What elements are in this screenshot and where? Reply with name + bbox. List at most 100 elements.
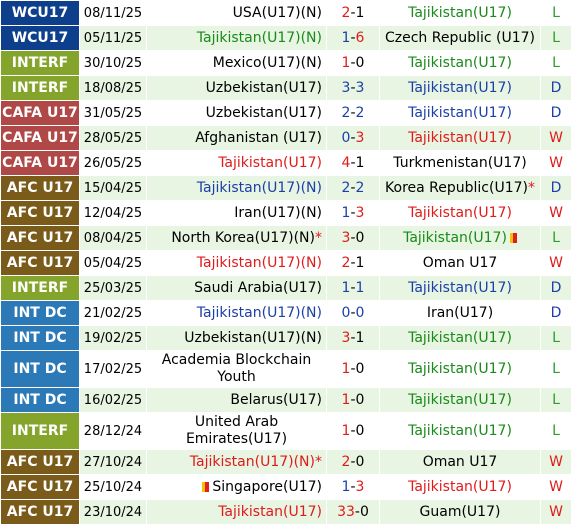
- away-team[interactable]: Tajikistan(U17): [379, 275, 541, 301]
- competition-badge[interactable]: INT DC: [0, 387, 80, 413]
- away-team[interactable]: Turkmenistan(U17): [379, 150, 541, 176]
- match-row[interactable]: INTERF 25/03/25 Saudi Arabia(U17) 1-1 Tajiki…: [0, 275, 572, 301]
- match-row[interactable]: INTERF 18/08/25 Uzbekistan(U17) 3-3 Tajikist…: [0, 75, 572, 101]
- match-score[interactable]: 33-0: [326, 499, 380, 525]
- match-row[interactable]: WCU17 08/11/25 USA(U17)(N) 2-1 Tajikistan(U1…: [0, 0, 572, 26]
- home-team[interactable]: USA(U17)(N): [146, 0, 327, 26]
- match-row[interactable]: AFC U17 15/04/25 Tajikistan(U17)(N) 2-2 Kore…: [0, 175, 572, 201]
- match-row[interactable]: CAFA U17 26/05/25 Tajikistan(U17) 4-1 Turkme…: [0, 150, 572, 176]
- match-score[interactable]: 1-3: [326, 474, 380, 500]
- home-team[interactable]: Uzbekistan(U17): [146, 75, 327, 101]
- competition-badge[interactable]: INTERF: [0, 50, 80, 76]
- match-score[interactable]: 0-0: [326, 300, 380, 326]
- away-team[interactable]: Tajikistan(U17): [379, 474, 541, 500]
- match-row[interactable]: CAFA U17 28/05/25 Afghanistan (U17) 0-3 Taji…: [0, 125, 572, 151]
- away-team[interactable]: Tajikistan(U17): [379, 325, 541, 351]
- competition-badge[interactable]: CAFA U17: [0, 125, 80, 151]
- home-team[interactable]: Tajikistan(U17): [146, 150, 327, 176]
- competition-badge[interactable]: WCU17: [0, 25, 80, 51]
- away-team[interactable]: Tajikistan(U17): [379, 125, 541, 151]
- away-team[interactable]: Tajikistan(U17): [379, 225, 541, 251]
- match-row[interactable]: INT DC 17/02/25 Academia Blockchain Youth 1…: [0, 350, 572, 388]
- match-row[interactable]: CAFA U17 31/05/25 Uzbekistan(U17) 2-2 Tajiki…: [0, 100, 572, 126]
- competition-badge[interactable]: INTERF: [0, 275, 80, 301]
- away-team[interactable]: Tajikistan(U17): [379, 412, 541, 450]
- home-team[interactable]: Tajikistan(U17)(N): [146, 25, 327, 51]
- match-row[interactable]: INT DC 21/02/25 Tajikistan(U17)(N) 0-0 Iran(…: [0, 300, 572, 326]
- match-row[interactable]: AFC U17 05/04/25 Tajikistan(U17)(N) 2-1 Oman…: [0, 250, 572, 276]
- away-team[interactable]: Iran(U17): [379, 300, 541, 326]
- competition-badge[interactable]: AFC U17: [0, 175, 80, 201]
- match-score[interactable]: 4-1: [326, 150, 380, 176]
- match-row[interactable]: WCU17 05/11/25 Tajikistan(U17)(N) 1-6 Czech …: [0, 25, 572, 51]
- competition-badge[interactable]: AFC U17: [0, 225, 80, 251]
- away-team[interactable]: Tajikistan(U17): [379, 387, 541, 413]
- competition-badge[interactable]: AFC U17: [0, 474, 80, 500]
- home-team[interactable]: North Korea(U17)(N)*: [146, 225, 327, 251]
- competition-badge[interactable]: CAFA U17: [0, 150, 80, 176]
- competition-badge[interactable]: CAFA U17: [0, 100, 80, 126]
- match-score[interactable]: 1-0: [326, 350, 380, 388]
- match-score[interactable]: 1-6: [326, 25, 380, 51]
- home-team[interactable]: Uzbekistan(U17): [146, 100, 327, 126]
- match-score[interactable]: 2-0: [326, 449, 380, 475]
- away-team[interactable]: Oman U17: [379, 250, 541, 276]
- match-score[interactable]: 1-0: [326, 387, 380, 413]
- match-score[interactable]: 2-2: [326, 100, 380, 126]
- home-team[interactable]: Tajikistan(U17)(N): [146, 300, 327, 326]
- match-row[interactable]: INT DC 16/02/25 Belarus(U17) 1-0 Tajikistan(…: [0, 387, 572, 413]
- match-score[interactable]: 0-3: [326, 125, 380, 151]
- home-team[interactable]: Mexico(U17)(N): [146, 50, 327, 76]
- home-team[interactable]: Tajikistan(U17)(N): [146, 250, 327, 276]
- away-team[interactable]: Tajikistan(U17): [379, 350, 541, 388]
- match-score[interactable]: 2-1: [326, 250, 380, 276]
- away-team[interactable]: Tajikistan(U17): [379, 50, 541, 76]
- away-team[interactable]: Oman U17: [379, 449, 541, 475]
- match-row[interactable]: INTERF 28/12/24 United Arab Emirates(U17) 1…: [0, 412, 572, 450]
- match-row[interactable]: AFC U17 08/04/25 North Korea(U17)(N)* 3-0 Ta…: [0, 225, 572, 251]
- away-team[interactable]: Guam(U17): [379, 499, 541, 525]
- away-team[interactable]: Korea Republic(U17)*: [379, 175, 541, 201]
- away-team[interactable]: Tajikistan(U17): [379, 200, 541, 226]
- match-row[interactable]: AFC U17 12/04/25 Iran(U17)(N) 1-3 Tajikistan…: [0, 200, 572, 226]
- match-row[interactable]: AFC U17 23/10/24 Tajikistan(U17) 33-0 Guam(U…: [0, 499, 572, 525]
- away-team[interactable]: Tajikistan(U17): [379, 0, 541, 26]
- competition-badge[interactable]: AFC U17: [0, 499, 80, 525]
- competition-badge[interactable]: AFC U17: [0, 250, 80, 276]
- home-team[interactable]: Uzbekistan(U17)(N): [146, 325, 327, 351]
- home-team[interactable]: Iran(U17)(N): [146, 200, 327, 226]
- competition-badge[interactable]: INT DC: [0, 300, 80, 326]
- match-row[interactable]: INT DC 19/02/25 Uzbekistan(U17)(N) 3-1 Tajik…: [0, 325, 572, 351]
- home-team[interactable]: Singapore(U17): [146, 474, 327, 500]
- match-score[interactable]: 2-2: [326, 175, 380, 201]
- home-team[interactable]: Afghanistan (U17): [146, 125, 327, 151]
- competition-badge[interactable]: INTERF: [0, 75, 80, 101]
- away-team[interactable]: Tajikistan(U17): [379, 75, 541, 101]
- competition-badge[interactable]: INT DC: [0, 325, 80, 351]
- home-team[interactable]: Belarus(U17): [146, 387, 327, 413]
- match-score[interactable]: 1-0: [326, 50, 380, 76]
- competition-badge[interactable]: INT DC: [0, 350, 80, 388]
- competition-badge[interactable]: AFC U17: [0, 200, 80, 226]
- home-team[interactable]: Academia Blockchain Youth: [146, 350, 327, 388]
- home-team[interactable]: Tajikistan(U17)(N)*: [146, 449, 327, 475]
- competition-badge[interactable]: WCU17: [0, 0, 80, 26]
- away-team[interactable]: Czech Republic (U17): [379, 25, 541, 51]
- match-score[interactable]: 1-0: [326, 412, 380, 450]
- away-team[interactable]: Tajikistan(U17): [379, 100, 541, 126]
- match-score[interactable]: 1-1: [326, 275, 380, 301]
- competition-badge[interactable]: INTERF: [0, 412, 80, 450]
- competition-badge[interactable]: AFC U17: [0, 449, 80, 475]
- match-row[interactable]: INTERF 30/10/25 Mexico(U17)(N) 1-0 Tajikista…: [0, 50, 572, 76]
- match-score[interactable]: 3-0: [326, 225, 380, 251]
- home-team[interactable]: Tajikistan(U17): [146, 499, 327, 525]
- match-row[interactable]: AFC U17 25/10/24 Singapore(U17) 1-3 Tajikist…: [0, 474, 572, 500]
- match-score[interactable]: 3-3: [326, 75, 380, 101]
- match-row[interactable]: AFC U17 27/10/24 Tajikistan(U17)(N)* 2-0 Oma…: [0, 449, 572, 475]
- home-team[interactable]: Saudi Arabia(U17): [146, 275, 327, 301]
- match-score[interactable]: 1-3: [326, 200, 380, 226]
- home-team[interactable]: Tajikistan(U17)(N): [146, 175, 327, 201]
- match-score[interactable]: 2-1: [326, 0, 380, 26]
- home-team[interactable]: United Arab Emirates(U17): [146, 412, 327, 450]
- match-score[interactable]: 3-1: [326, 325, 380, 351]
